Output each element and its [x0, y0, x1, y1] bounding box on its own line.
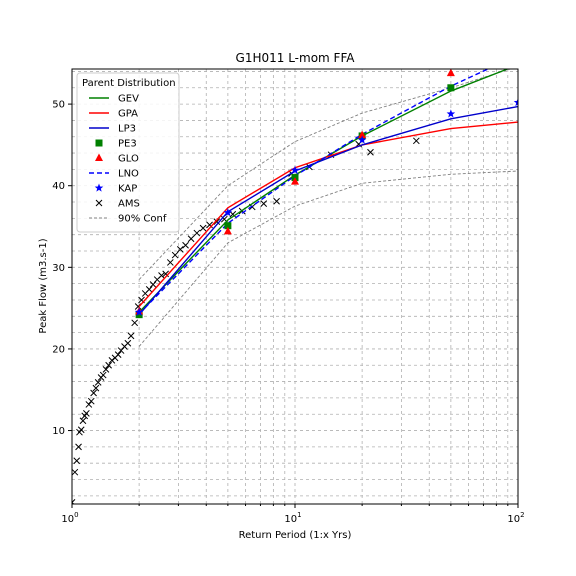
data-point-pe3 [135, 311, 143, 319]
y-axis-label: Peak Flow (m3.s-1) [38, 238, 49, 333]
legend-label-glo: GLO [118, 154, 139, 165]
data-point-ams [187, 235, 195, 243]
data-point-pe3 [224, 222, 232, 230]
legend-swatch-ams [95, 199, 103, 207]
legend-label-90-conf: 90% Conf [118, 214, 167, 225]
data-point-ams [273, 197, 280, 205]
plot-area [72, 69, 518, 504]
data-point-kap [290, 165, 300, 174]
data-point-ams [90, 389, 97, 397]
data-point-ams [162, 270, 170, 278]
data-point-glo [358, 130, 367, 139]
data-point-kap [446, 109, 456, 118]
x-axis-label: Return Period (1:x Yrs) [239, 530, 352, 541]
data-point-ams [75, 443, 82, 451]
data-point-ams [105, 361, 113, 369]
data-point-ams [94, 379, 102, 386]
data-point-kap [513, 97, 518, 107]
data-point-ams [79, 417, 87, 425]
x-tick-label: 101 [284, 511, 301, 525]
data-point-ams [102, 365, 110, 373]
data-point-kap [357, 135, 367, 144]
data-point-ams [166, 259, 174, 266]
legend-swatch-glo [95, 153, 103, 161]
data-point-ams [145, 286, 153, 293]
series-line-90-conf [138, 69, 512, 280]
data-point-ams [158, 272, 165, 279]
y-tick-label: 30 [52, 263, 65, 274]
data-point-ams [87, 397, 95, 405]
series-line-lp3 [138, 105, 518, 316]
series-line-gpa [138, 121, 518, 307]
data-point-ams [213, 218, 221, 225]
data-point-ams [72, 499, 76, 504]
legend-label-lno: LNO [118, 169, 139, 180]
legend-swatch-kap [94, 183, 104, 192]
y-tick-label: 10 [52, 426, 65, 437]
legend-label-ams: AMS [118, 199, 140, 210]
data-point-kap [223, 208, 233, 217]
chart-title: G1H011 L-mom FFA [236, 51, 356, 65]
legend-label-pe3: PE3 [118, 139, 137, 150]
data-point-ams [83, 410, 90, 417]
grid-layer [72, 69, 518, 504]
data-point-ams [149, 281, 157, 288]
data-point-glo [291, 177, 299, 185]
data-point-glo [223, 226, 232, 235]
data-point-ams [127, 332, 135, 340]
legend-label-gpa: GPA [118, 109, 138, 120]
data-point-ams [72, 468, 79, 476]
x-tick-label: 102 [507, 511, 524, 525]
legend-swatch-pe3 [95, 139, 103, 147]
legend-label-gev: GEV [118, 94, 139, 105]
axes: 100 101 102 10 20 30 40 50 [52, 100, 524, 525]
data-point-ams [193, 229, 201, 237]
data-point-ams [73, 457, 81, 465]
data-point-ams [199, 224, 207, 232]
data-point-ams [114, 351, 122, 359]
data-point-ams [99, 371, 107, 379]
data-point-ams [131, 319, 139, 327]
data-point-ams [412, 137, 420, 145]
x-tick-label: 100 [61, 511, 78, 525]
legend: Parent Distribution GEV GPA LP3 PE3 GLO LNO KAP… [76, 72, 180, 233]
data-point-glo [446, 69, 455, 77]
y-tick-label: 40 [52, 181, 65, 192]
data-point-kap [134, 307, 144, 316]
data-point-ams [260, 200, 268, 208]
legend-title: Parent Distribution [82, 78, 176, 89]
data-point-ams [124, 339, 132, 347]
data-point-ams [92, 384, 100, 392]
data-point-ams [171, 251, 179, 259]
data-point-ams [182, 241, 189, 249]
y-tick-label: 50 [52, 100, 65, 111]
legend-label-lp3: LP3 [118, 124, 136, 135]
legend-label-kap: KAP [118, 184, 137, 195]
y-tick-label: 20 [52, 344, 65, 355]
data-point-ams [85, 401, 93, 408]
data-point-ams [176, 246, 184, 253]
data-point-ams [77, 426, 85, 434]
data-point-ams [367, 148, 374, 156]
data-point-pe3 [447, 84, 455, 92]
series-line-lno [138, 69, 490, 315]
